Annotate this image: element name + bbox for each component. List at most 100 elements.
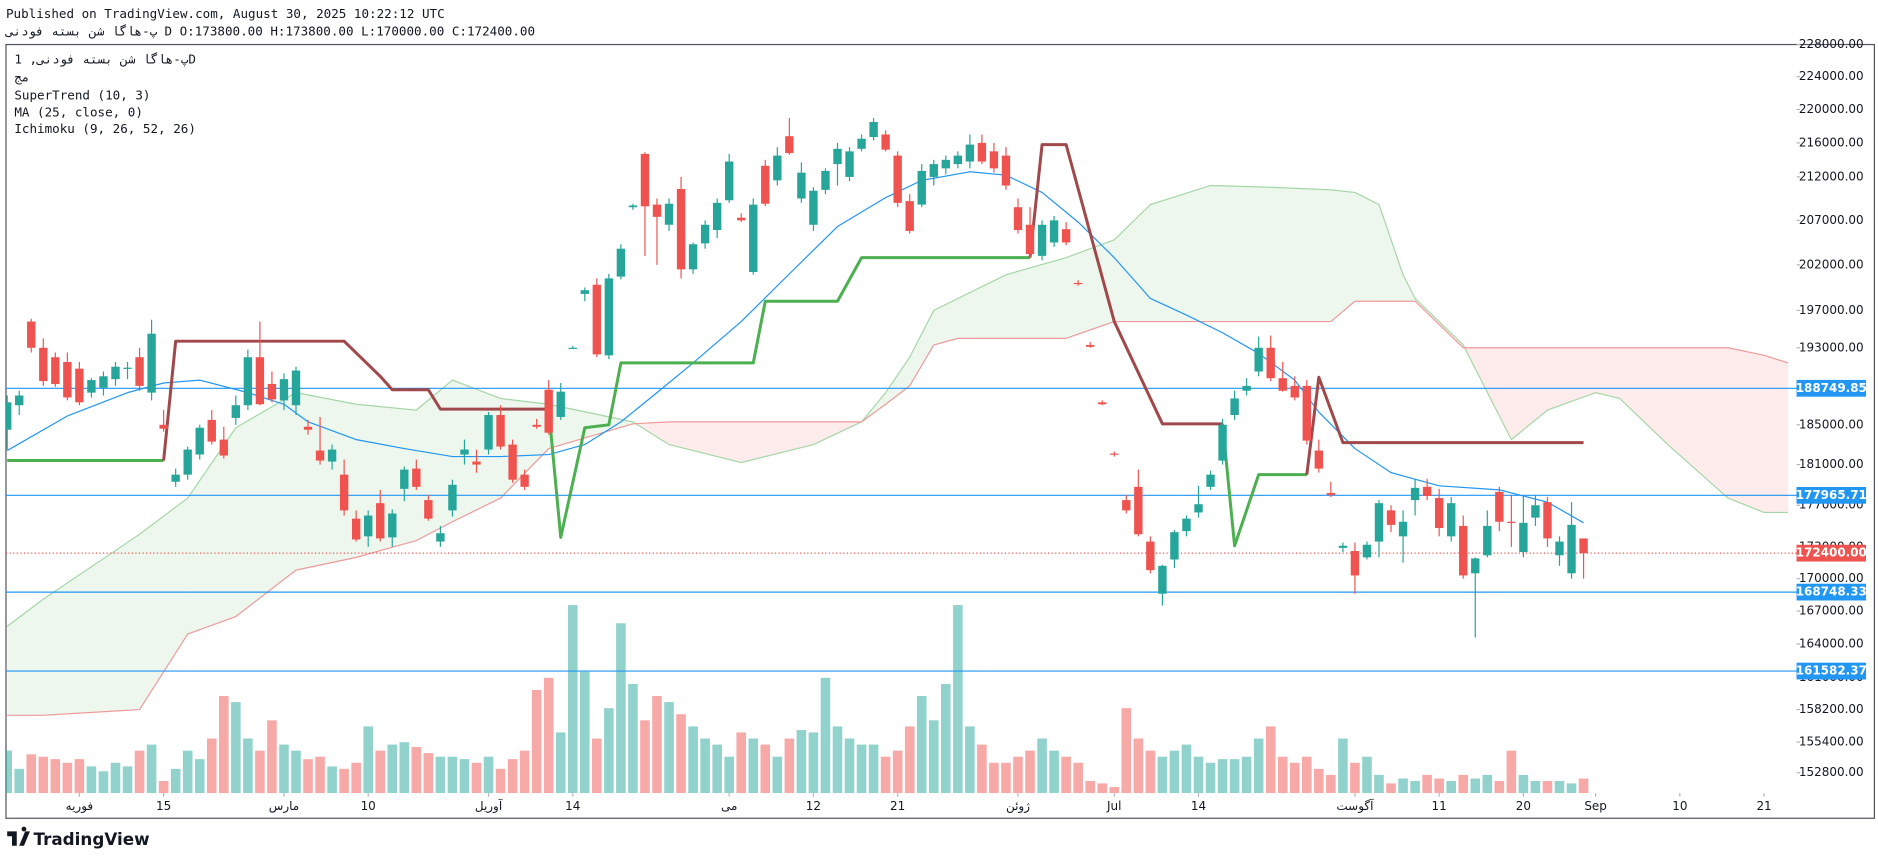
candle-body <box>351 518 361 540</box>
candle-body <box>520 474 529 487</box>
x-tick-label: آوریل <box>475 798 503 814</box>
volume-bar <box>110 762 121 794</box>
volume-bar <box>748 738 759 794</box>
volume-bar <box>1229 759 1240 794</box>
candle-body <box>135 357 144 386</box>
volume-bar <box>1289 762 1300 794</box>
volume-bar <box>387 744 398 794</box>
y-tick-label: 158200.00 <box>1799 702 1864 716</box>
cloud-segment <box>1066 239 1115 339</box>
level-label: 168748.33 <box>1796 585 1867 599</box>
candle-body <box>1434 498 1444 528</box>
volume-bar <box>255 750 265 794</box>
volume-bar <box>1193 756 1204 794</box>
cloud-segment <box>1547 347 1596 411</box>
candle-body <box>977 142 987 162</box>
brand: TradingView <box>7 826 150 849</box>
legend-supertrend: SuperTrend (10, 3) <box>14 88 150 103</box>
volume-bar <box>1121 708 1132 794</box>
cloud-segment <box>1210 185 1271 322</box>
volume-bar <box>122 766 133 794</box>
candle-body <box>472 461 481 465</box>
y-tick-label: 228000.00 <box>1799 37 1864 51</box>
x-tick-label: آگوست <box>1336 798 1374 814</box>
candle-body <box>905 201 914 231</box>
last-price-label: 172400.00 <box>1796 546 1867 560</box>
volume-bar <box>1374 774 1384 794</box>
legend-ichimoku: Ichimoku (9, 26, 52, 26) <box>14 121 196 136</box>
volume-bar <box>652 696 662 794</box>
volume-bar <box>531 689 542 794</box>
candle-body <box>1447 503 1456 537</box>
ichimoku-span-b <box>7 300 1789 716</box>
volume-bar <box>447 756 458 794</box>
volume-bar <box>592 738 602 794</box>
candle-body <box>725 161 734 201</box>
volume-bar <box>892 750 903 794</box>
candle-body <box>1531 505 1540 518</box>
x-tick-label: 10 <box>1672 799 1687 813</box>
volume-bar <box>303 759 313 794</box>
x-tick-label: می <box>721 799 737 813</box>
volume-bar <box>1073 762 1083 794</box>
y-tick-label: 207000.00 <box>1799 213 1864 227</box>
candle-body <box>773 155 782 181</box>
volume-bar <box>1181 744 1192 794</box>
volume-bar <box>1217 759 1228 794</box>
volume-bar <box>977 744 987 794</box>
cloud-segment <box>669 421 742 463</box>
volume-bar <box>965 726 975 794</box>
candle-body <box>712 202 722 231</box>
volume-bar <box>170 768 181 794</box>
candle-body <box>63 361 72 398</box>
volume-bar <box>555 732 566 794</box>
volume-bar <box>50 759 61 794</box>
volume-bar <box>1542 780 1553 794</box>
symbol-line: پ-هاگا شن بسته فودنی D O:173800.00 H:1738… <box>5 23 535 39</box>
candle-body <box>1386 510 1396 525</box>
candle-body <box>339 474 349 511</box>
x-tick-label: 15 <box>156 799 171 813</box>
candle-body <box>5 402 12 430</box>
volume-bar <box>1566 783 1577 794</box>
candle-body <box>1483 525 1492 556</box>
candle-body <box>628 205 638 208</box>
candle-body <box>761 165 770 204</box>
x-tick-label: 21 <box>1756 799 1771 813</box>
candle-body <box>15 395 24 406</box>
candle-body <box>664 203 674 225</box>
volume-bar <box>664 702 674 794</box>
volume-bar <box>219 696 229 794</box>
volume-bar <box>411 747 422 794</box>
volume-bar <box>399 742 410 794</box>
volume-bar <box>483 756 494 794</box>
y-tick-label: 167000.00 <box>1799 604 1864 618</box>
cloud-segment <box>933 298 958 345</box>
candle-body <box>1495 491 1504 522</box>
candle-body <box>797 172 806 199</box>
candle-body <box>1206 474 1215 487</box>
volume-bar <box>1157 756 1168 794</box>
plot-area <box>5 117 1797 794</box>
volume-bar <box>182 750 193 794</box>
volume-bar <box>1253 738 1264 794</box>
cloud-segment <box>1667 347 1728 499</box>
cloud-segment <box>1150 185 1211 322</box>
y-tick-label: 152800.00 <box>1799 765 1864 779</box>
candle-body <box>1459 525 1468 576</box>
candle-body <box>749 204 758 273</box>
x-tick-label: 10 <box>361 799 376 813</box>
y-tick-label: 185000.00 <box>1799 417 1864 431</box>
volume-bar <box>567 605 578 794</box>
candle-body <box>1266 347 1275 379</box>
candle-body <box>857 138 866 149</box>
candle-body <box>1579 538 1588 554</box>
candle-body <box>1410 487 1420 501</box>
candle-body <box>556 391 565 417</box>
volume-bar <box>1109 787 1120 794</box>
volume-bar <box>1470 778 1481 794</box>
y-tick-label: 181000.00 <box>1799 457 1864 471</box>
volume-bar <box>351 762 361 794</box>
supertrend <box>547 256 1031 539</box>
